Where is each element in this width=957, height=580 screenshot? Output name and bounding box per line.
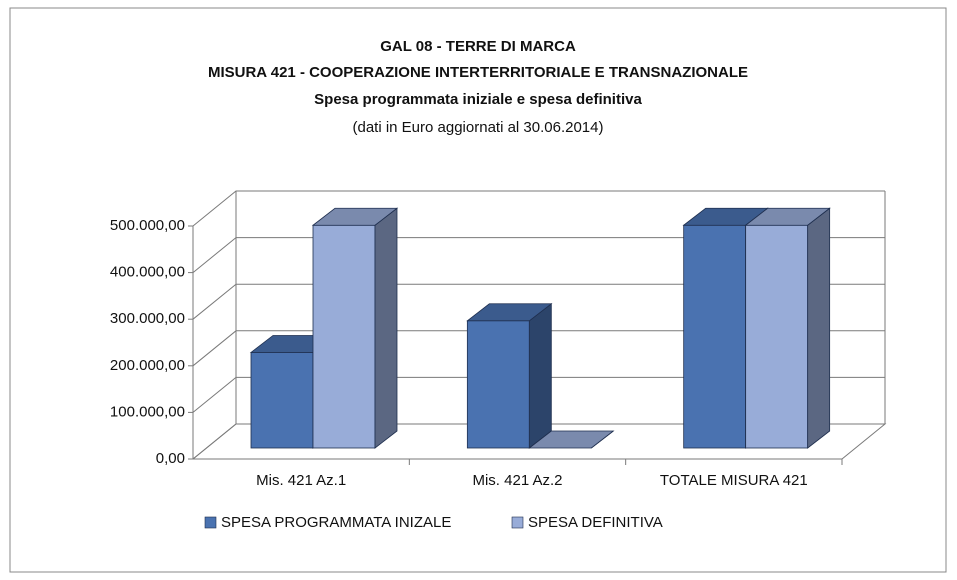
bar-top <box>311 207 399 226</box>
grid-line <box>192 190 885 227</box>
bar-top <box>528 430 615 449</box>
legend-label: SPESA PROGRAMMATA INIZALE <box>221 514 451 531</box>
legend-swatch <box>511 516 524 529</box>
bar-top <box>466 303 553 322</box>
y-tick-label: 400.000,00 <box>110 264 185 281</box>
chart-title: MISURA 421 - COOPERAZIONE INTERTERRITORI… <box>208 64 748 81</box>
grid-line <box>192 423 885 460</box>
bar-front <box>683 224 747 449</box>
bar <box>744 207 831 449</box>
bar-side <box>374 207 398 449</box>
grid-line <box>192 237 885 273</box>
x-tick-label: Mis. 421 Az.2 <box>472 472 562 489</box>
y-tick-label: 200.000,00 <box>110 357 185 374</box>
bar-side <box>807 207 831 449</box>
y-tick-label: 100.000,00 <box>110 403 185 420</box>
bar-top <box>744 207 831 226</box>
bar-front <box>745 224 809 449</box>
y-tick-label: 0,00 <box>156 450 185 467</box>
y-tick-label: 500.000,00 <box>110 217 185 234</box>
grid-line <box>192 283 885 320</box>
x-tick-label: TOTALE MISURA 421 <box>660 472 808 489</box>
legend-label: SPESA DEFINITIVA <box>528 514 663 531</box>
grid-line <box>192 330 885 367</box>
bar-front <box>466 320 530 449</box>
grid-line <box>192 376 885 413</box>
bar <box>466 302 553 449</box>
legend-swatch <box>204 516 217 529</box>
bar-front <box>250 352 314 449</box>
bar <box>528 430 615 449</box>
bar <box>311 207 399 449</box>
chart-title: Spesa programmata iniziale e spesa defin… <box>314 91 642 108</box>
bar-front <box>312 224 376 449</box>
y-tick-label: 300.000,00 <box>110 310 185 327</box>
chart-title: GAL 08 - TERRE DI MARCA <box>380 38 576 55</box>
x-tick-label: Mis. 421 Az.1 <box>256 472 346 489</box>
bar-side <box>528 302 552 449</box>
chart-subtitle: (dati in Euro aggiornati al 30.06.2014) <box>352 119 603 136</box>
